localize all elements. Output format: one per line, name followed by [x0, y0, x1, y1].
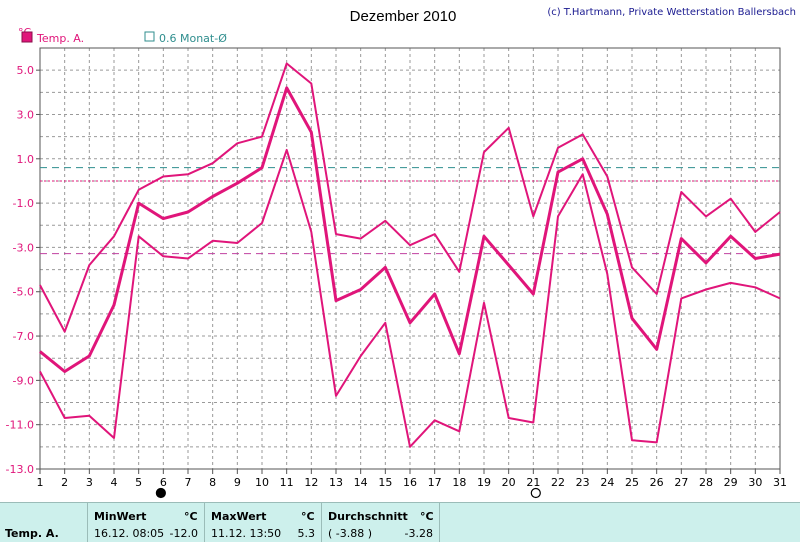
y-tick-label: -5.0: [13, 286, 34, 299]
x-tick-label: 18: [452, 476, 466, 489]
x-tick-label: 27: [674, 476, 688, 489]
legend-label-average: 0.6 Monat-Ø: [159, 32, 227, 45]
x-tick-label: 6: [160, 476, 167, 489]
stats-max-value: 5.3: [297, 527, 316, 540]
stats-max-time: 11.12. 13:50: [211, 527, 282, 540]
reference-lines: [40, 167, 780, 255]
y-tick-labels: 5.0 3.0 1.0 -1.0 -3.0 -5.0 -7.0 -9.0 -11.0 -13.0: [6, 64, 40, 476]
stats-min-unit: °C: [184, 510, 198, 523]
y-tick-label: -1.0: [13, 197, 34, 210]
x-tick-label: 29: [724, 476, 738, 489]
legend-swatch-temp: [21, 31, 33, 43]
series-line-mean: [39, 86, 781, 373]
x-tick-label: 20: [502, 476, 516, 489]
x-tick-label: 3: [86, 476, 93, 489]
stats-min-value: -12.0: [169, 527, 198, 540]
x-tick-label: 2: [61, 476, 68, 489]
chart: Dezember 2010 (c) T.Hartmann, Private We…: [6, 7, 796, 499]
grid: [39, 47, 781, 470]
legend-label-temp: Temp. A.: [36, 32, 84, 45]
x-tick-label: 19: [477, 476, 491, 489]
stats-avg-value: -3.28: [404, 527, 433, 540]
stats-avg-unit: °C: [420, 510, 434, 523]
x-tick-label: 22: [551, 476, 565, 489]
y-tick-label: -11.0: [6, 419, 34, 432]
x-tick-label: 30: [748, 476, 762, 489]
x-tick-label: 21: [526, 476, 540, 489]
chart-title: Dezember 2010: [350, 8, 457, 25]
x-tick-label: 12: [304, 476, 318, 489]
y-tick-label: 5.0: [17, 64, 35, 77]
stats-max-unit: °C: [301, 510, 315, 523]
series-lines: [39, 62, 781, 448]
x-tick-label: 28: [699, 476, 713, 489]
x-tick-label: 13: [329, 476, 343, 489]
y-tick-label: -13.0: [6, 463, 34, 476]
x-tick-label: 17: [428, 476, 442, 489]
stats-series-label: Temp. A.: [5, 527, 59, 540]
stats-bar: Temp. A. MinWert °C 16.12. 08:05 -12.0 M…: [0, 502, 800, 542]
x-tick-label: 11: [280, 476, 294, 489]
y-tick-label: 1.0: [17, 153, 35, 166]
x-tick-label: 31: [773, 476, 787, 489]
x-tick-label: 25: [625, 476, 639, 489]
x-tick-label: 7: [185, 476, 192, 489]
stats-series-cell: Temp. A.: [0, 503, 88, 542]
stats-avg-cell: Durchschnitt °C ( -3.88 ) -3.28: [322, 503, 440, 542]
full-moon-icon: [155, 487, 166, 499]
new-moon-icon: [530, 487, 541, 499]
stats-max-cell: MaxWert °C 11.12. 13:50 5.3: [205, 503, 322, 542]
x-tick-label: 1: [37, 476, 44, 489]
stats-avg-paren: ( -3.88 ): [328, 527, 373, 540]
x-tick-label: 5: [135, 476, 142, 489]
x-tick-label: 4: [111, 476, 118, 489]
stats-min-cell: MinWert °C 16.12. 08:05 -12.0: [88, 503, 205, 542]
stats-avg-header: Durchschnitt: [328, 510, 408, 523]
y-tick-label: 3.0: [17, 108, 35, 121]
x-tick-labels: 1 2 3 4 5 6 7 8 9 10 11 12 13 14 15 16 17 18 19 20 21 22 23 24 2…: [37, 469, 787, 489]
stats-min-time: 16.12. 08:05: [94, 527, 165, 540]
x-tick-label: 16: [403, 476, 417, 489]
x-tick-label: 15: [378, 476, 392, 489]
stats-max-header: MaxWert: [211, 510, 267, 523]
stats-min-header: MinWert: [94, 510, 147, 523]
x-tick-label: 8: [209, 476, 216, 489]
series-line-max: [39, 62, 781, 333]
x-tick-label: 26: [650, 476, 664, 489]
x-tick-label: 14: [354, 476, 368, 489]
y-tick-label: -3.0: [13, 241, 34, 254]
moon-phases: [155, 487, 541, 499]
x-tick-label: 24: [600, 476, 614, 489]
credit-text: (c) T.Hartmann, Private Wetterstation Ba…: [547, 7, 796, 18]
legend-swatch-average: [144, 31, 155, 42]
y-tick-label: -7.0: [13, 330, 34, 343]
x-tick-label: 9: [234, 476, 241, 489]
series-line-min: [39, 148, 781, 448]
y-tick-label: -9.0: [13, 374, 34, 387]
x-tick-label: 10: [255, 476, 269, 489]
x-tick-label: 23: [576, 476, 590, 489]
